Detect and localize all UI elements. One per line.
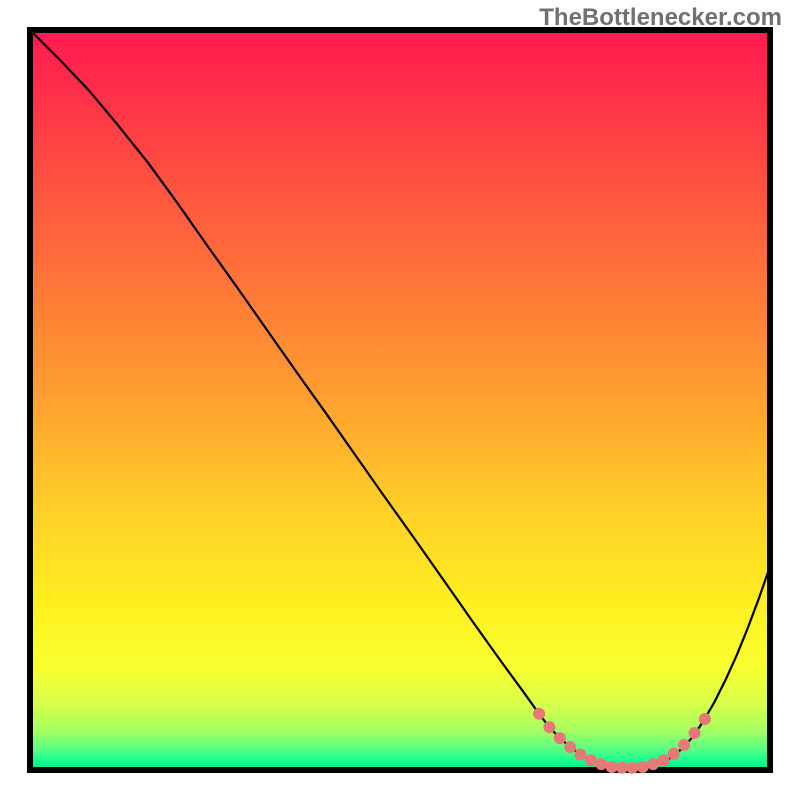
- optimal-marker: [606, 761, 618, 773]
- optimal-marker: [678, 739, 690, 751]
- optimal-marker: [595, 758, 607, 770]
- optimal-marker: [657, 754, 669, 766]
- optimal-marker: [543, 721, 555, 733]
- optimal-marker: [626, 762, 638, 774]
- optimal-marker: [637, 761, 649, 773]
- watermark-text: TheBottlenecker.com: [539, 4, 782, 32]
- optimal-marker: [575, 748, 587, 760]
- optimal-marker: [647, 758, 659, 770]
- optimal-marker: [699, 713, 711, 725]
- optimal-marker: [668, 748, 680, 760]
- optimal-marker: [585, 754, 597, 766]
- plot-background: [30, 30, 770, 770]
- optimal-marker: [564, 741, 576, 753]
- optimal-marker: [689, 727, 701, 739]
- optimal-marker: [616, 762, 628, 774]
- optimal-marker: [554, 732, 566, 744]
- optimal-marker: [533, 708, 545, 720]
- bottleneck-chart: [0, 0, 800, 800]
- chart-container: TheBottlenecker.com: [0, 0, 800, 800]
